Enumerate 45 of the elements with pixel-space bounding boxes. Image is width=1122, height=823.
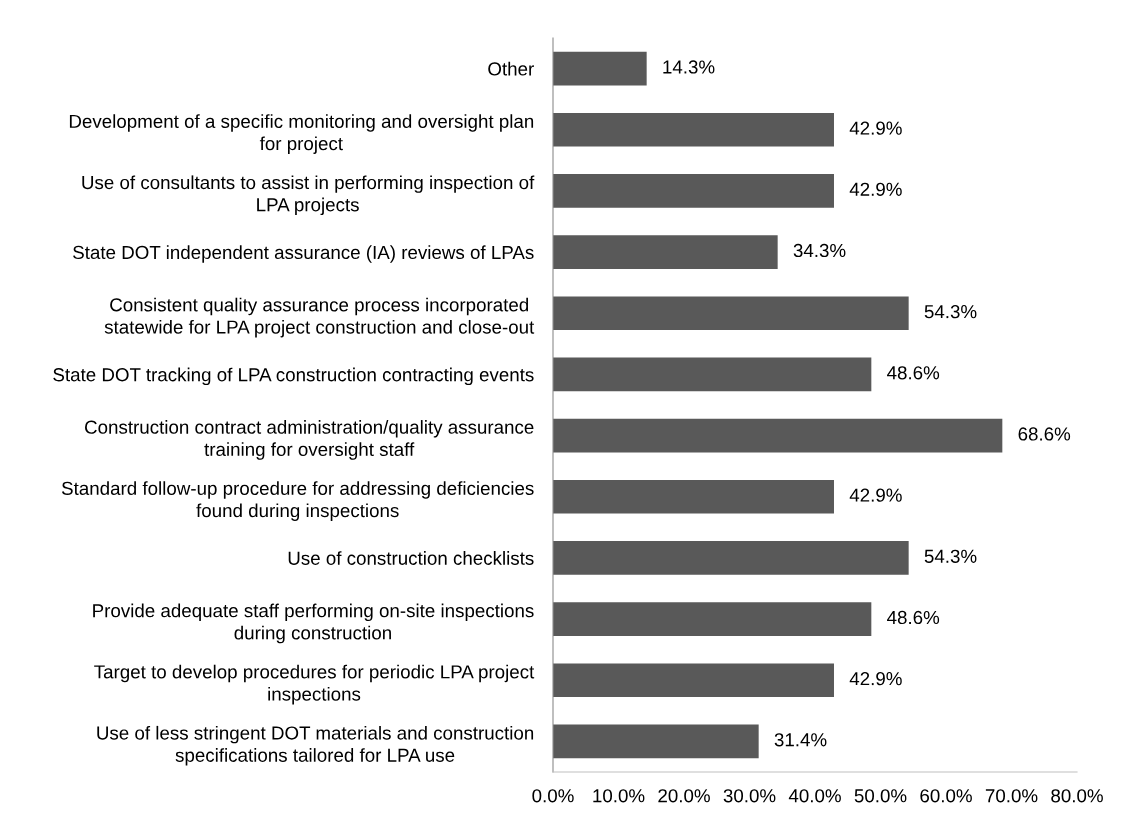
- data-label: 54.3%: [924, 305, 977, 319]
- y-tick-label: Construction contract administration/quality assurance training for oversight staff: [85, 420, 534, 460]
- data-label: 34.3%: [793, 243, 846, 258]
- bar: [553, 479, 834, 514]
- bar: [553, 418, 1003, 453]
- data-label: 54.3%: [924, 549, 977, 563]
- y-tick-label: Target to develop procedures for periodic LPA project inspections: [94, 664, 535, 705]
- x-tick-label: 80.0%: [1051, 789, 1103, 803]
- x-tick-label: 20.0%: [658, 789, 710, 803]
- data-label: 48.6%: [887, 366, 940, 380]
- data-label: 14.3%: [663, 60, 715, 74]
- y-tick-label: Other: [488, 61, 534, 76]
- data-label: 68.6%: [1018, 427, 1071, 441]
- bar: [553, 235, 778, 269]
- bar: [553, 602, 872, 636]
- bar: [553, 51, 647, 86]
- y-tick-label: Consistent quality assurance process incorporated statewide for LPA project construction and close-out: [104, 297, 535, 338]
- x-tick-label: 60.0%: [920, 789, 972, 803]
- bar: [553, 357, 872, 392]
- data-label: 31.4%: [774, 733, 827, 747]
- y-tick-label: Use of construction checklists: [288, 551, 534, 565]
- data-label: 42.9%: [849, 488, 902, 502]
- y-tick-label: Provide adequate staff performing on-site inspections during construction: [93, 603, 534, 644]
- x-tick-label: 30.0%: [723, 789, 776, 803]
- y-tick-label: State DOT independent assurance (IA) reviews of LPAs: [73, 245, 534, 263]
- y-tick-label: Use of less stringent DOT materials and construction specifications tailored for LPA use: [97, 725, 534, 766]
- data-label: 42.9%: [849, 182, 902, 196]
- data-label: 42.9%: [849, 121, 902, 135]
- bar: [553, 174, 834, 208]
- x-tick-label: 10.0%: [593, 789, 645, 803]
- y-tick-label: Use of consultants to assist in performing inspection of LPA projects: [82, 175, 535, 216]
- x-tick-label: 40.0%: [788, 789, 841, 803]
- x-tick-label: 70.0%: [985, 789, 1038, 803]
- bar: [553, 724, 759, 759]
- x-tick-label: 0.0%: [532, 789, 574, 803]
- bar: [553, 296, 909, 331]
- data-label: 48.6%: [887, 610, 940, 625]
- bar: [553, 541, 909, 575]
- y-tick-label: State DOT tracking of LPA construction contracting events: [53, 367, 534, 386]
- x-tick-label: 50.0%: [854, 789, 907, 803]
- y-tick-label: Standard follow-up procedure for addressing deficiencies found during inspections: [61, 481, 534, 521]
- bar: [553, 112, 834, 147]
- bar: [553, 663, 834, 698]
- y-tick-label: Development of a specific monitoring and oversight plan for project: [69, 114, 534, 154]
- data-label: 42.9%: [849, 672, 902, 686]
